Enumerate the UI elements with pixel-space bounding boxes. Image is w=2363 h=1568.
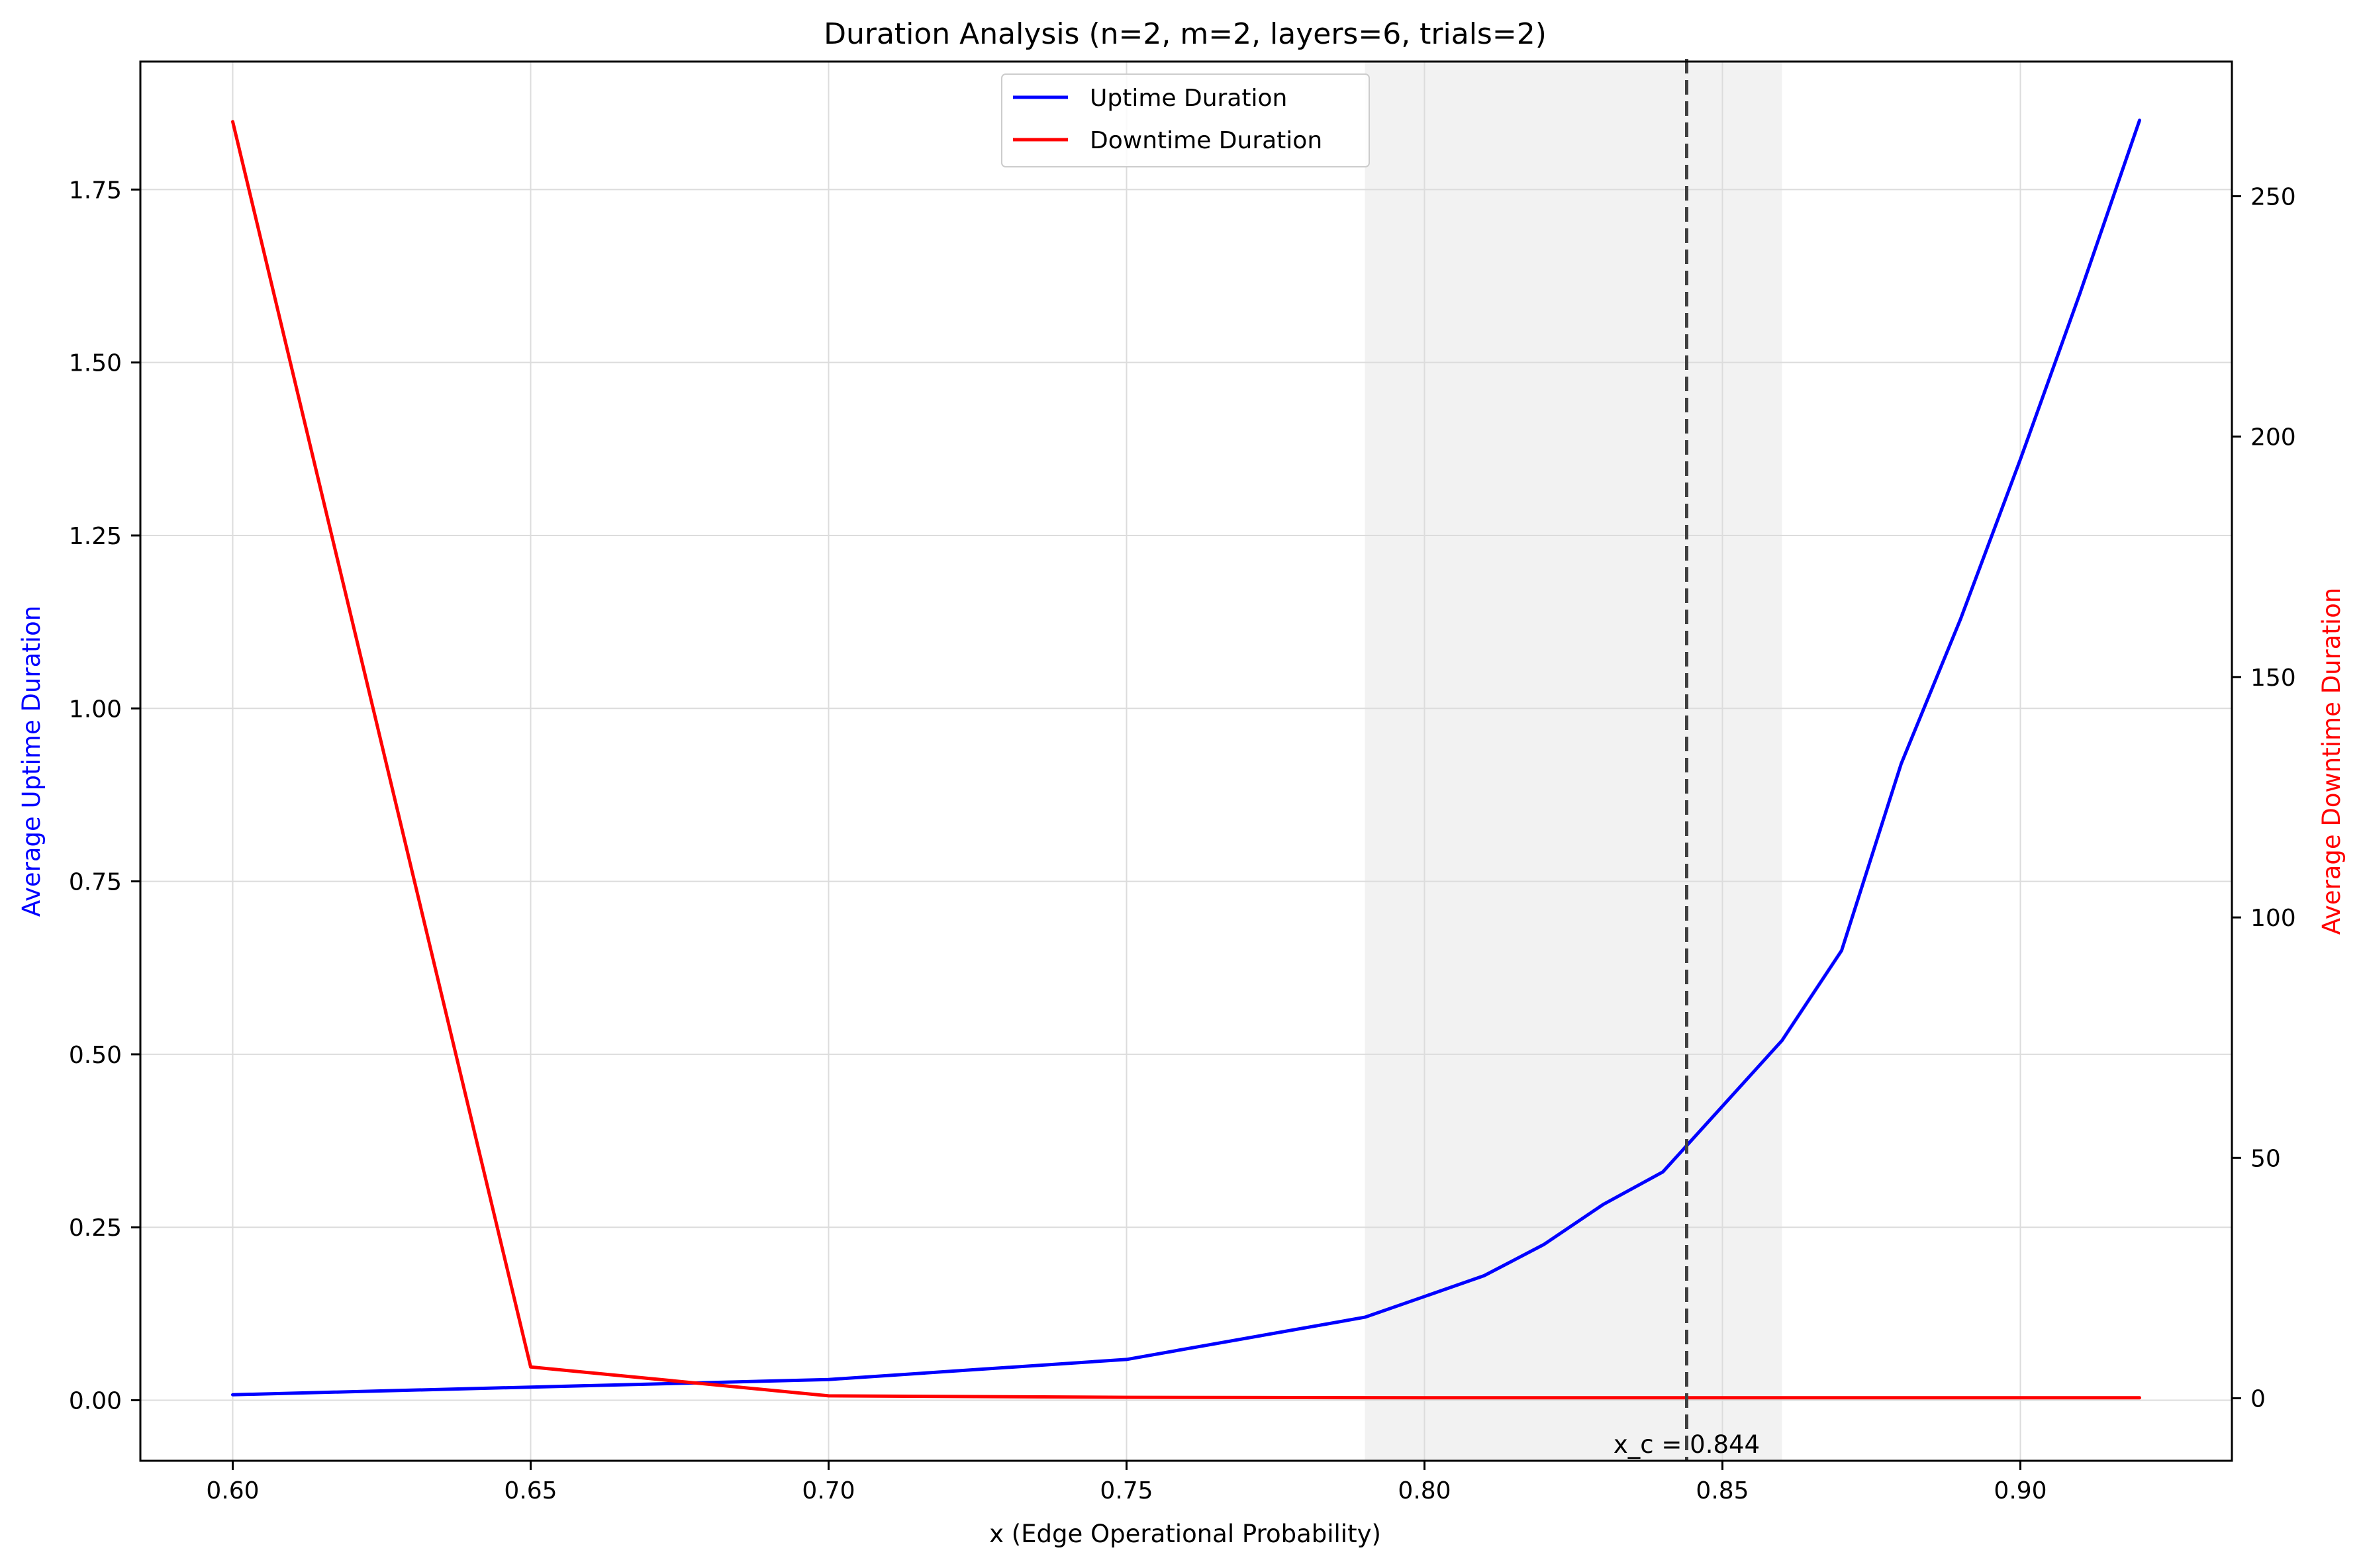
x-tick-label: 0.65 <box>504 1477 557 1504</box>
y-left-tick-label: 0.25 <box>69 1215 122 1242</box>
y-right-tick-label: 150 <box>2250 665 2296 692</box>
y-right-tick-label: 200 <box>2250 424 2296 451</box>
x-tick-label: 0.80 <box>1398 1477 1451 1504</box>
y-right-tick-label: 0 <box>2250 1386 2266 1413</box>
series-line-downtime <box>231 120 2141 1400</box>
y-left-tick-label: 1.50 <box>69 350 122 377</box>
x-tick-label: 0.60 <box>206 1477 259 1504</box>
y-left-tick-label: 0.75 <box>69 869 122 896</box>
y-right-tick-label: 50 <box>2250 1145 2281 1172</box>
horizontal-grid <box>140 189 2232 1401</box>
y-left-tick-label: 0.50 <box>69 1042 122 1069</box>
series-line-uptime <box>231 118 2141 1397</box>
x-tick-label: 0.75 <box>1100 1477 1153 1504</box>
legend-box <box>1001 73 1370 167</box>
y-right-tick-label: 100 <box>2250 905 2296 932</box>
x-tick-label: 0.85 <box>1696 1477 1749 1504</box>
y-right-axis-ticks: 0 50 100 150 200 250 <box>2232 183 2296 1413</box>
y-left-axis-title: Average Uptime Duration <box>17 606 46 917</box>
legend-label-uptime: Uptime Duration <box>1090 85 1287 112</box>
y-right-axis-title: Average Downtime Duration <box>2317 588 2346 935</box>
legend-label-downtime: Downtime Duration <box>1090 127 1322 154</box>
y-left-tick-label: 1.75 <box>69 177 122 204</box>
y-left-tick-label: 1.25 <box>69 523 122 550</box>
critical-line-label: x_c = 0.844 <box>1614 1430 1760 1459</box>
series-layer <box>231 118 2141 1400</box>
x-tick-label: 0.70 <box>802 1477 855 1504</box>
shaded-region <box>1365 62 1782 1461</box>
plot-frame <box>139 60 2233 1462</box>
x-tick-label: 0.90 <box>1994 1477 2047 1504</box>
vertical-grid <box>232 62 2021 1461</box>
x-axis-title: x (Edge Operational Probability) <box>989 1520 1381 1548</box>
y-left-tick-label: 1.00 <box>69 696 122 723</box>
y-left-tick-label: 0.00 <box>69 1388 122 1415</box>
x-axis-ticks: 0.60 0.65 0.70 0.75 0.80 0.85 0.90 <box>206 1461 2047 1504</box>
y-right-tick-label: 250 <box>2250 183 2296 210</box>
legend: Uptime Duration Downtime Duration <box>1001 73 1370 167</box>
chart-title: Duration Analysis (n=2, m=2, layers=6, t… <box>824 17 1547 51</box>
y-left-axis-ticks: 0.00 0.25 0.50 0.75 1.00 1.25 1.50 1.75 <box>69 177 140 1415</box>
